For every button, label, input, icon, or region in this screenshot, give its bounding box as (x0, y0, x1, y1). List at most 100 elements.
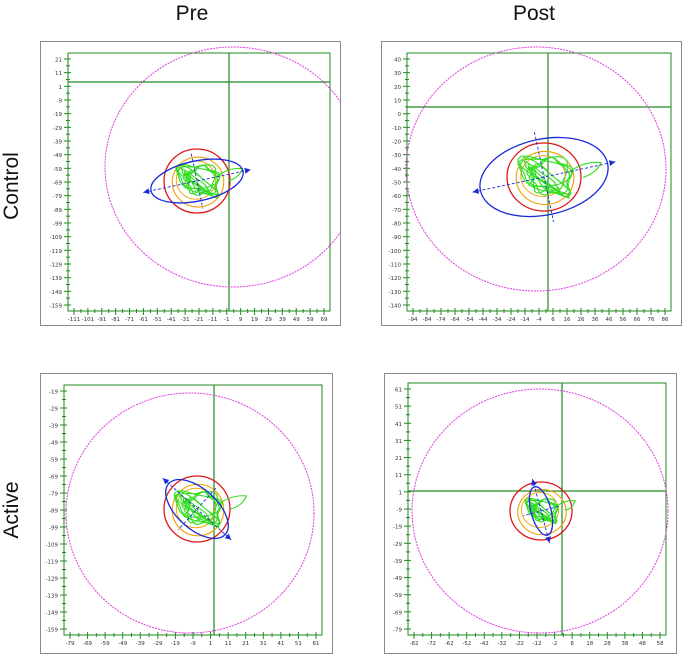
sway-ellipse-group (143, 153, 251, 209)
y-tick-label: 21 (395, 456, 402, 462)
x-tick-label: -111 (68, 317, 80, 323)
column-title-post: Post (512, 2, 556, 25)
stabilogram-active-pre: -19 -29 -39 -49 -59 -69 -79 -89 -99 -109 -119 -129 -… (40, 373, 333, 654)
y-tick-label: 21 (55, 58, 62, 64)
sway-trace (175, 163, 221, 199)
y-tick-label: -99 (49, 526, 58, 532)
sway-trace (173, 490, 223, 528)
x-tick-label: 39 (279, 317, 286, 323)
y-tick-label: -79 (49, 492, 58, 498)
x-tick-label: 6 (551, 317, 555, 323)
x-tick-label: -62 (445, 641, 454, 647)
y-tick-label: -10 (392, 126, 401, 132)
y-tick-label: -19 (53, 112, 62, 118)
x-tick-label: 29 (265, 317, 272, 323)
x-tick-label: -71 (125, 317, 134, 323)
x-tick-label: 31 (260, 641, 267, 647)
x-tick-label: -79 (66, 641, 75, 647)
x-tick-label: -19 (171, 641, 180, 647)
y-tick-label: -49 (49, 441, 58, 447)
confidence-circle-orange (171, 156, 225, 208)
x-tick-label: -64 (451, 317, 460, 323)
y-tick-label: -59 (53, 167, 62, 173)
row-title-control: Control (0, 152, 23, 220)
y-tick-label: -79 (53, 194, 62, 200)
stabilogram-control-pre: 21111-9-19-29-39-49-59-69-79-89-99-109-1… (40, 41, 362, 326)
x-tick-label: -11 (208, 317, 217, 323)
x-tick-label: 76 (648, 317, 655, 323)
y-tick-label: -140 (389, 304, 402, 310)
y-tick-label: -109 (46, 543, 59, 549)
x-tick-label: 51 (295, 641, 302, 647)
x-tick-label: 56 (620, 317, 627, 323)
sway-ellipse-group (523, 479, 559, 543)
y-tick-label: 11 (55, 71, 62, 77)
x-tick-label: 16 (564, 317, 571, 323)
y-tick-label: -29 (53, 126, 62, 132)
y-tick-label: -69 (53, 181, 62, 187)
confidence-circle-inner (520, 492, 560, 528)
y-tick-label: -40 (392, 167, 401, 173)
y-tick-label: -49 (53, 153, 62, 159)
y-tick-label: -89 (53, 208, 62, 214)
x-tick-label: -24 (507, 317, 516, 323)
x-tick-label: 58 (657, 641, 664, 647)
x-tick-label: -41 (167, 317, 176, 323)
x-tick-label: 28 (604, 641, 611, 647)
stabilogram-active-post: 6151413121111-9-19-29-39-49-59-69-79-82-… (384, 373, 677, 654)
y-tick-label: 1 (59, 85, 63, 91)
confidence-circle-red (509, 481, 573, 541)
y-tick-label: -79 (393, 628, 402, 634)
y-tick-label: -69 (393, 610, 402, 616)
x-tick-label: -14 (521, 317, 530, 323)
limit-circle (405, 46, 667, 292)
y-tick-label: -99 (53, 222, 62, 228)
ellipse-minor-axis (190, 153, 204, 209)
x-tick-label: 48 (639, 641, 646, 647)
y-tick-label: -39 (49, 424, 58, 430)
y-tick-label: -9 (57, 99, 63, 105)
y-tick-label: 20 (394, 85, 401, 91)
x-tick-label: 69 (321, 317, 328, 323)
y-tick-label: -89 (49, 509, 58, 515)
x-tick-label: -12 (533, 641, 542, 647)
x-tick-label: -9 (190, 641, 196, 647)
x-tick-label: -72 (427, 641, 436, 647)
x-tick-label: 46 (606, 317, 613, 323)
y-tick-label: -159 (50, 304, 63, 310)
x-tick-label: 59 (307, 317, 314, 323)
x-tick-label: -84 (423, 317, 432, 323)
x-tick-label: -51 (153, 317, 162, 323)
y-tick-label: -129 (50, 263, 63, 269)
panel-border (40, 41, 341, 326)
x-tick-label: -39 (136, 641, 145, 647)
limit-circle (65, 392, 315, 634)
sway-trace-excursion (217, 495, 248, 510)
x-tick-label: -2 (552, 641, 557, 647)
y-tick-label: -70 (392, 208, 401, 214)
arrow-head-icon (143, 188, 150, 195)
x-tick-label: -94 (409, 317, 418, 323)
x-tick-label: -31 (181, 317, 190, 323)
y-tick-label: -139 (46, 594, 59, 600)
x-tick-label: -42 (480, 641, 489, 647)
x-tick-label: 66 (634, 317, 641, 323)
panel-active-pre: -19 -29 -39 -49 -59 -69 -79 -89 -99 -109 -119 -129 -… (40, 373, 333, 654)
panel-control-post: 40 30 20 10 0 -10 -20 -30 -40 -50 -60 -70 -80 -90 -100… (381, 41, 682, 326)
y-tick-label: -29 (49, 407, 58, 413)
y-tick-label: -19 (49, 390, 58, 396)
x-tick-label: 61 (313, 641, 320, 647)
x-tick-label: 18 (586, 641, 593, 647)
confidence-circle-orange (515, 150, 575, 206)
x-tick-label: 1 (209, 641, 213, 647)
panel-border (381, 41, 682, 326)
x-tick-label: 26 (578, 317, 585, 323)
y-tick-label: -149 (46, 611, 59, 617)
x-tick-label: -101 (82, 317, 94, 323)
y-tick-label: -119 (50, 249, 63, 255)
sway-ellipse-group (162, 477, 232, 541)
ellipse-minor-axis (533, 131, 555, 223)
row-title-active: Active (0, 481, 23, 539)
x-tick-label: -4 (536, 317, 542, 323)
y-tick-label: -30 (392, 153, 401, 159)
